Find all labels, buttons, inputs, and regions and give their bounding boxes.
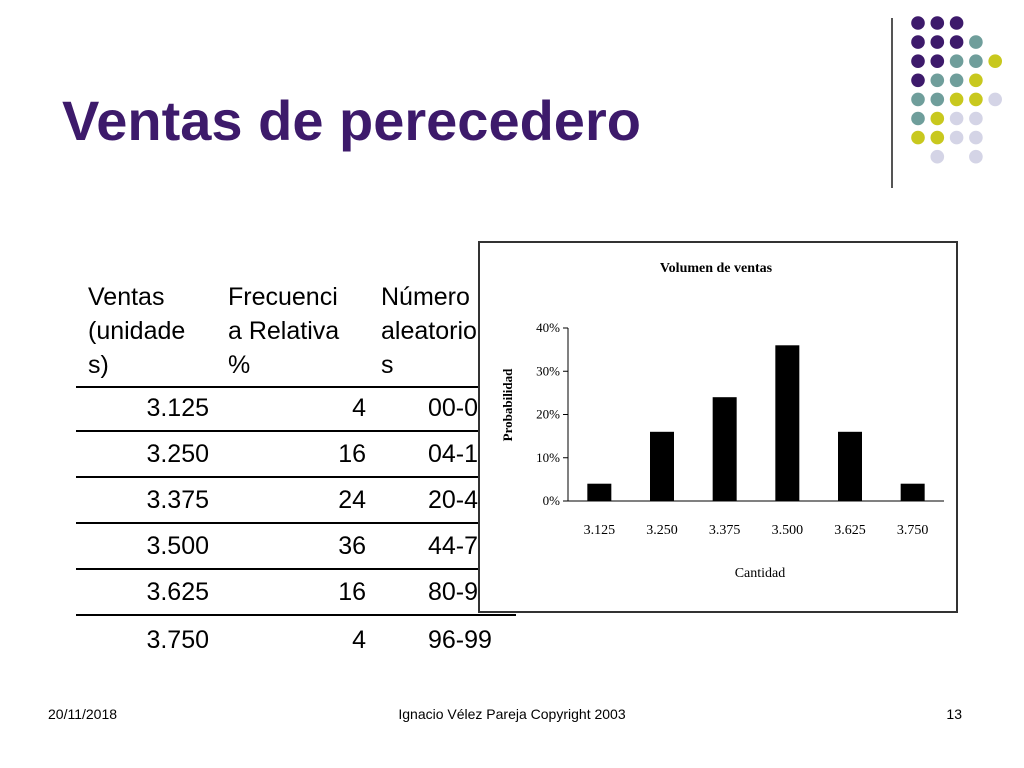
table-row: 3.250 16 04-19 (76, 432, 516, 478)
table-row: 3.375 24 20-43 (76, 478, 516, 524)
cell-freq: 24 (338, 486, 366, 514)
cell-freq: 4 (352, 626, 366, 654)
header-numeros-line1: Número (381, 283, 470, 311)
table-row: 3.750 4 96-99 (76, 618, 516, 662)
footer-date: 20/11/2018 (48, 706, 118, 722)
decorative-dot (988, 54, 1002, 68)
header-frecuencia-line3: % (228, 351, 251, 379)
y-tick-label: 20% (536, 407, 560, 422)
header-ventas: Ventas (unidade s) (88, 280, 185, 382)
cell-freq: 36 (338, 532, 366, 560)
decorative-dot (930, 130, 945, 145)
x-tick-label: 3.375 (709, 523, 741, 538)
x-tick-label: 3.625 (834, 523, 866, 538)
decorative-dot (969, 149, 983, 164)
table-row: 3.500 36 44-79 (76, 524, 516, 570)
decorative-dot (969, 54, 983, 68)
decorative-dot-grid (911, 16, 1002, 164)
cell-ventas: 3.750 (146, 626, 209, 654)
cell-freq: 4 (352, 394, 366, 422)
decorative-dot (930, 16, 945, 30)
y-tick-label: 40% (536, 320, 560, 335)
decorative-dot (911, 35, 925, 49)
decorative-dot (930, 73, 945, 88)
table-header: Ventas (unidade s) Frecuenci a Relativa … (76, 280, 516, 388)
header-frecuencia: Frecuenci a Relativa % (228, 280, 339, 382)
decorative-dot (911, 130, 925, 145)
header-ventas-line1: Ventas (88, 283, 165, 311)
decorative-dot (949, 16, 964, 30)
decorative-dot (930, 35, 945, 49)
header-ventas-line2: (unidade (88, 317, 186, 345)
x-tick-label: 3.500 (772, 523, 804, 538)
decorative-dot (911, 111, 925, 126)
chart-panel: Volumen de ventas Probabilidad Cantidad … (478, 241, 958, 613)
decorative-dot (969, 35, 983, 49)
decorative-dot (930, 149, 945, 164)
decorative-dot (911, 73, 925, 88)
cell-freq: 16 (338, 578, 366, 606)
cell-ventas: 3.500 (146, 532, 209, 560)
cell-freq: 16 (338, 440, 366, 468)
bar (650, 431, 674, 501)
decorative-dot (949, 54, 964, 68)
footer-copyright: Ignacio Vélez Pareja Copyright 2003 (398, 706, 626, 722)
table-row: 3.125 4 00-03 (76, 386, 516, 432)
y-tick-label: 30% (536, 363, 560, 378)
chart-title: Volumen de ventas (660, 261, 773, 276)
decorative-dot (969, 73, 983, 88)
bars (587, 345, 925, 501)
table-row: 3.625 16 80-95 (76, 570, 516, 616)
x-tick-label: 3.125 (584, 523, 616, 538)
header-frecuencia-line2: a Relativa (228, 317, 340, 345)
decorative-dot (969, 92, 983, 107)
cell-ventas: 3.375 (146, 486, 209, 514)
x-axis-ticks: 3.125 3.250 3.375 3.500 3.625 3.750 (584, 523, 929, 538)
bar (712, 397, 737, 501)
y-axis-label: Probabilidad (500, 368, 515, 442)
header-numeros: Número aleatorio s (381, 280, 477, 382)
cell-ventas: 3.625 (146, 578, 209, 606)
y-tick-label: 0% (543, 493, 561, 508)
page-number: 13 (946, 706, 962, 722)
header-ventas-line3: s) (88, 351, 109, 379)
decorative-dot (949, 35, 964, 49)
decorative-dot (911, 16, 925, 30)
x-tick-label: 3.750 (897, 523, 929, 538)
cell-ventas: 3.125 (146, 394, 209, 422)
decorative-dot (930, 111, 945, 126)
decorative-dot (969, 111, 983, 126)
header-numeros-line2: aleatorio (381, 317, 477, 345)
cell-rango: 96-99 (428, 626, 492, 654)
decorative-dot (930, 92, 945, 107)
y-axis: 0% 10% 20% 30% 40% (536, 320, 944, 508)
decorative-vertical-line (891, 18, 893, 188)
decorative-dot (988, 92, 1002, 107)
y-tick-label: 10% (536, 450, 560, 465)
header-numeros-line3: s (381, 351, 394, 379)
bar (900, 483, 925, 501)
page-title: Ventas de perecedero (62, 89, 641, 152)
decorative-dot (949, 130, 964, 145)
decorative-dot (930, 54, 945, 68)
decorative-dot (949, 111, 964, 126)
x-axis-label: Cantidad (735, 566, 786, 581)
x-tick-label: 3.250 (646, 523, 678, 538)
decorative-dot (911, 54, 925, 68)
bar (775, 345, 800, 501)
decorative-dot (911, 92, 925, 107)
bar (838, 431, 862, 501)
decorative-dot (969, 130, 983, 145)
bar (587, 483, 612, 501)
decorative-dot (949, 92, 964, 107)
bar-chart: Volumen de ventas Probabilidad Cantidad … (500, 261, 944, 581)
decorative-dot (949, 73, 964, 88)
header-frecuencia-line1: Frecuenci (228, 283, 338, 311)
cell-ventas: 3.250 (146, 440, 209, 468)
